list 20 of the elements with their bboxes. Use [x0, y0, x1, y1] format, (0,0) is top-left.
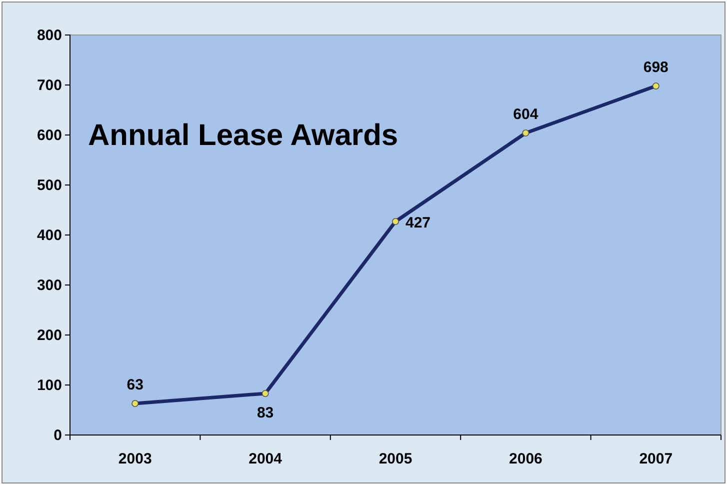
y-tick-label: 200 — [36, 326, 62, 344]
y-tick-label: 0 — [54, 426, 62, 444]
x-tick-label: 2005 — [378, 450, 412, 468]
y-tick-label: 300 — [36, 276, 62, 294]
y-tick-label: 600 — [36, 126, 62, 144]
x-tick-label: 2003 — [118, 450, 152, 468]
data-label: 698 — [643, 59, 668, 76]
data-label: 83 — [256, 404, 274, 422]
data-label: 63 — [126, 376, 144, 394]
data-label: 604 — [513, 106, 539, 123]
x-tick-label: 2004 — [248, 450, 283, 468]
x-tick-label: 2006 — [509, 450, 542, 468]
y-tick-label: 800 — [36, 26, 62, 44]
x-tick-label: 2007 — [639, 450, 673, 468]
y-tick-label: 700 — [36, 76, 62, 94]
text: Annual Lease Awards — [88, 119, 398, 152]
y-tick-label: 100 — [36, 376, 62, 394]
y-tick-label: 400 — [36, 226, 62, 244]
data-label: 427 — [406, 214, 431, 232]
y-tick-label: 500 — [36, 176, 62, 194]
